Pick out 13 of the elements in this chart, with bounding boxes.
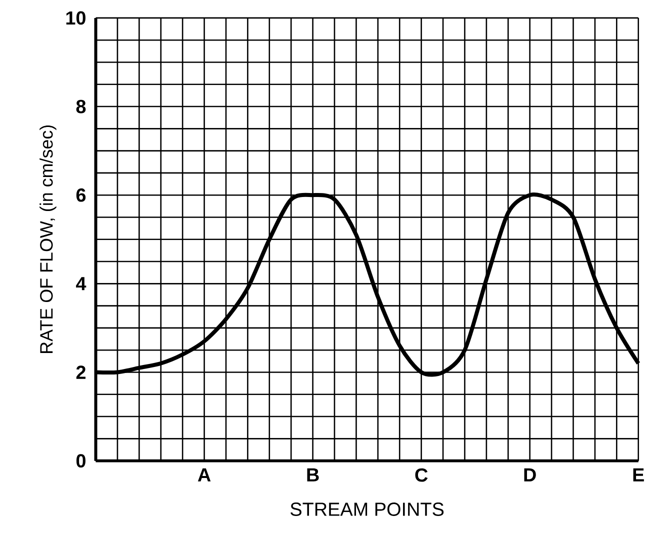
y-tick-label: 8 [76,100,86,114]
y-tick-label: 2 [76,366,86,380]
y-axis-title: RATE OF FLOW, (in cm/sec) [40,126,56,354]
x-tick-label: E [633,468,644,482]
y-tick-label: 4 [76,277,86,290]
x-axis-title: STREAM POINTS [290,502,444,516]
x-tick-label: B [307,468,319,482]
y-tick-label: 0 [76,454,86,468]
x-tick-label: C [415,468,428,482]
y-tick-label: 10 [66,11,86,25]
x-tick-label: A [198,468,211,482]
x-tick-label: D [524,468,536,482]
y-tick-label: 6 [76,188,86,202]
